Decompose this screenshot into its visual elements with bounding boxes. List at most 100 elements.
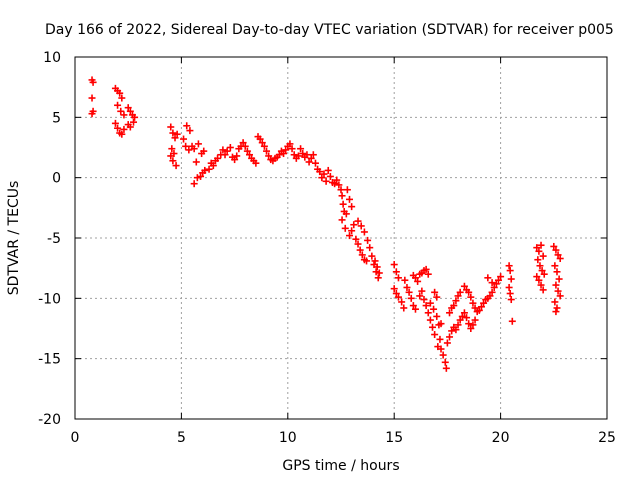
data-point [426,316,434,324]
data-point [233,152,241,160]
data-point [471,316,479,324]
data-point [185,146,193,154]
data-point [357,222,365,230]
data-point [436,335,444,343]
data-point [286,140,294,148]
data-point [508,317,516,325]
data-point [360,228,368,236]
data-point [484,274,492,282]
data-point [553,304,561,312]
data-point [394,274,402,282]
data-point [552,308,560,316]
data-point [346,195,354,203]
data-point [366,244,374,252]
data-point [424,309,432,317]
data-point [409,302,417,310]
data-point [372,268,380,276]
data-point [171,134,179,142]
data-point [333,176,341,184]
data-point [373,263,381,271]
data-point [223,147,231,155]
data-point [167,123,175,131]
data-point [290,151,298,159]
data-point [480,299,488,307]
data-point [477,303,485,311]
data-point [375,269,383,277]
data-point [368,252,376,260]
data-point [307,154,315,162]
data-point [126,107,134,115]
data-point [338,192,346,200]
data-point [231,156,239,164]
data-point [552,246,560,254]
data-point [241,142,249,150]
data-point [167,152,175,160]
data-point [475,306,483,314]
data-point [239,139,247,147]
data-point [358,251,366,259]
data-point [88,110,96,118]
data-point [209,162,217,170]
data-point [280,150,288,158]
data-point [118,130,126,138]
data-point [398,298,406,306]
data-point [352,235,360,243]
data-point [111,119,119,127]
data-point [407,294,415,302]
data-point [200,147,208,155]
data-point [201,166,209,174]
data-point [553,268,561,276]
data-point [507,275,515,283]
data-point [505,283,513,291]
data-point [120,125,128,133]
data-point [305,158,313,166]
data-point [348,203,356,211]
data-point [193,174,201,182]
data-point [117,107,125,115]
data-point [116,89,124,97]
data-point [441,358,449,366]
data-point [346,232,354,240]
data-point [486,292,494,300]
data-point [243,147,251,155]
data-point [124,104,132,112]
data-point [288,145,296,153]
data-point [256,135,264,143]
data-point [507,296,515,304]
data-point [460,282,468,290]
x-tick-label: 20 [492,430,510,446]
data-point [392,268,400,276]
axis-ticks: 0 5 10 15 20 25 -20 -15 -10 -5 0 5 10 [38,50,616,446]
data-point [390,261,398,269]
data-point [431,331,439,339]
data-point [430,305,438,313]
data-point [456,288,464,296]
data-point [458,312,466,320]
y-tick-label: -5 [47,231,61,247]
data-point [403,283,411,291]
data-point [392,290,400,298]
data-point [534,256,542,264]
data-point [535,247,543,255]
data-point [126,123,134,131]
x-tick-label: 5 [177,430,186,446]
data-point [490,283,498,291]
y-tick-label: 10 [43,50,61,66]
data-point [454,292,462,300]
data-point [197,172,205,180]
data-point [88,94,96,102]
data-point [426,299,434,307]
data-point [420,296,428,304]
data-point [182,142,190,150]
data-point [414,277,422,285]
data-point [446,309,454,317]
data-point [429,323,437,331]
data-point [282,146,290,154]
x-tick-label: 0 [71,430,80,446]
data-point [275,151,283,159]
data-point [463,314,471,322]
data-point [422,302,430,310]
data-point [431,288,439,296]
data-point [339,200,347,208]
